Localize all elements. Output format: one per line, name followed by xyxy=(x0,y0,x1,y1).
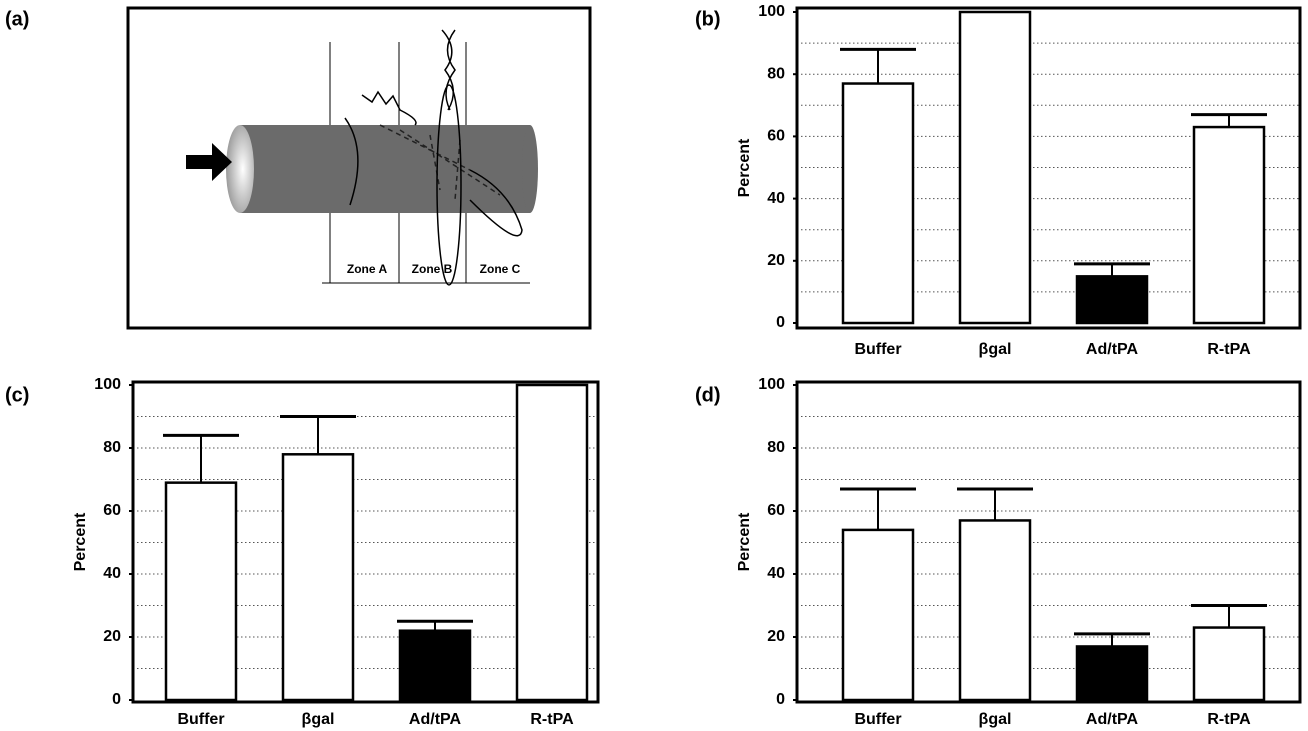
diagram: Zone A Zone B Zone C xyxy=(126,6,592,330)
panel-label: (c) xyxy=(5,384,29,406)
y-tick-label: 0 xyxy=(776,314,785,331)
flow-arrow xyxy=(186,143,232,181)
zone-label: Zone C xyxy=(480,262,521,276)
vessel-end xyxy=(522,125,538,213)
x-tick-label: Ad/tPA xyxy=(1086,711,1139,728)
x-tick-label: Buffer xyxy=(177,711,224,728)
y-axis-label: Percent xyxy=(736,512,753,571)
y-axis-label: Percent xyxy=(72,512,89,571)
panel-label: (a) xyxy=(5,8,29,30)
y-tick-label: 80 xyxy=(767,439,785,456)
y-tick-label: 100 xyxy=(758,3,785,20)
bar xyxy=(1192,626,1266,702)
bar xyxy=(398,629,472,702)
bar xyxy=(958,10,1032,325)
bar xyxy=(1075,275,1149,325)
y-tick-label: 60 xyxy=(767,128,785,145)
y-tick-label: 100 xyxy=(94,376,121,393)
y-tick-label: 80 xyxy=(103,439,121,456)
suture xyxy=(361,90,417,126)
x-tick-label: R-tPA xyxy=(1207,711,1251,728)
x-tick-label: Buffer xyxy=(854,711,901,728)
y-tick-label: 40 xyxy=(103,565,121,582)
y-tick-label: 40 xyxy=(767,190,785,207)
x-tick-label: Ad/tPA xyxy=(409,711,462,728)
zone-label: Zone B xyxy=(412,262,453,276)
suture-loop xyxy=(469,169,523,237)
bar xyxy=(1075,645,1149,702)
y-tick-label: 40 xyxy=(767,565,785,582)
y-axis-label: Percent xyxy=(736,138,753,197)
ligature-knot xyxy=(441,29,456,111)
y-tick-label: 20 xyxy=(103,628,121,645)
zone-label: Zone A xyxy=(347,262,388,276)
y-tick-label: 20 xyxy=(767,252,785,269)
panel-label: (b) xyxy=(695,8,721,30)
y-tick-label: 60 xyxy=(767,502,785,519)
x-tick-label: βgal xyxy=(302,711,335,728)
suture xyxy=(344,117,359,206)
plot-border xyxy=(795,380,1302,704)
bar xyxy=(164,481,238,702)
bar xyxy=(515,383,589,702)
y-tick-label: 20 xyxy=(767,628,785,645)
bar xyxy=(841,528,915,702)
ligature-loop xyxy=(436,84,462,286)
x-tick-label: R-tPA xyxy=(530,711,574,728)
vessel xyxy=(240,125,530,213)
x-tick-label: βgal xyxy=(979,711,1012,728)
y-tick-label: 60 xyxy=(103,502,121,519)
y-tick-label: 0 xyxy=(776,691,785,708)
bar xyxy=(281,453,355,702)
bar xyxy=(841,82,915,325)
y-tick-label: 0 xyxy=(112,691,121,708)
y-tick-label: 100 xyxy=(758,376,785,393)
x-tick-label: R-tPA xyxy=(1207,341,1251,358)
plot-border xyxy=(131,380,600,704)
x-tick-label: Buffer xyxy=(854,341,901,358)
vessel-opening xyxy=(226,125,254,213)
x-tick-label: Ad/tPA xyxy=(1086,341,1139,358)
bar xyxy=(958,519,1032,702)
panel-label: (d) xyxy=(695,384,721,406)
plot-border xyxy=(795,6,1302,330)
bar xyxy=(1192,125,1266,325)
y-tick-label: 80 xyxy=(767,65,785,82)
x-tick-label: βgal xyxy=(979,341,1012,358)
